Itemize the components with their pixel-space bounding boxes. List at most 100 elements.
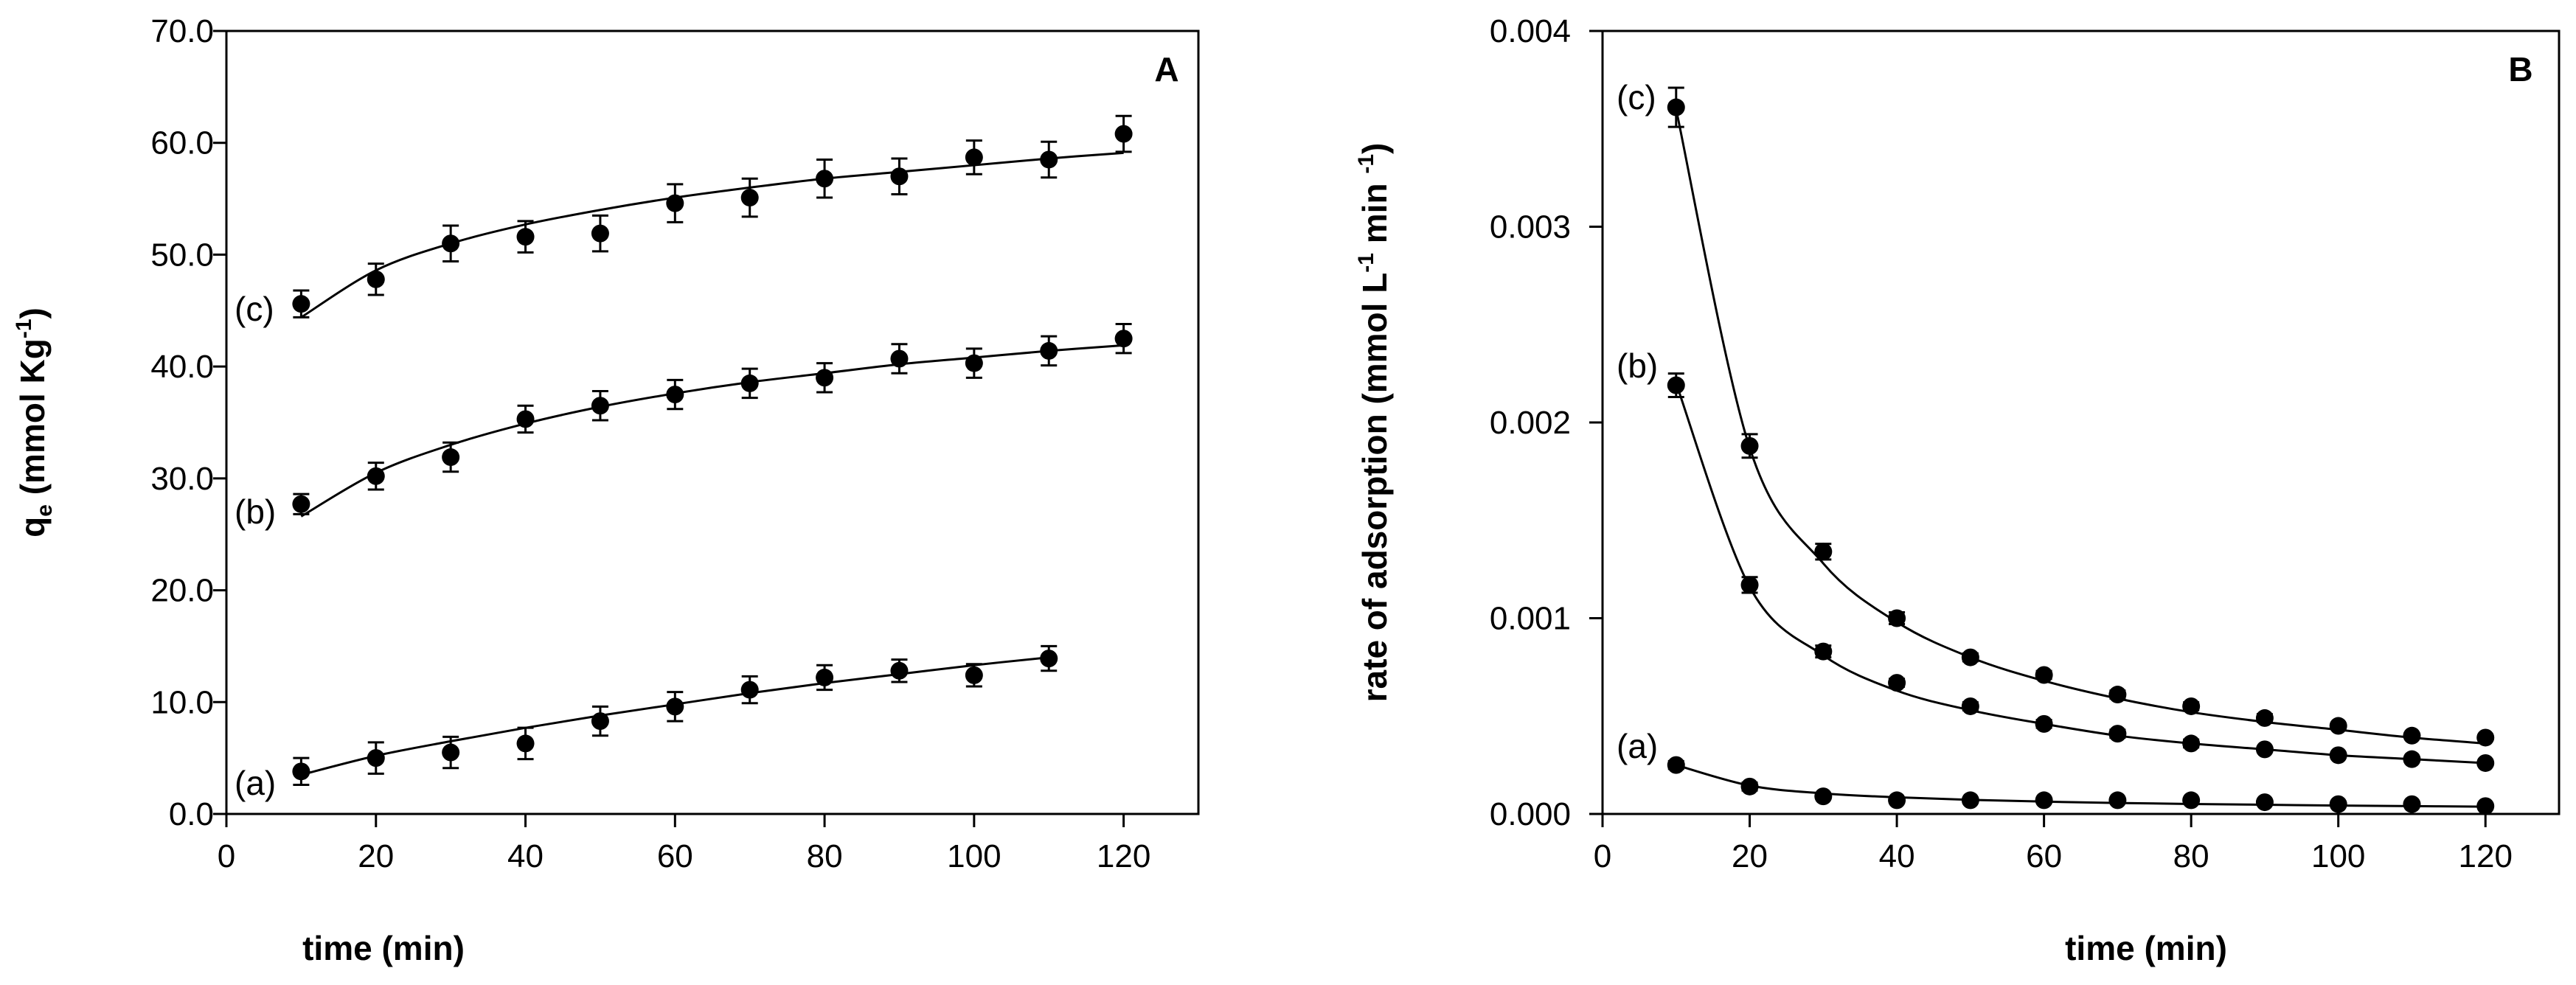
panel-a-x-tick-label: 20 <box>358 838 394 874</box>
panel-b-data-point-c <box>1740 436 1759 455</box>
panel-b-y-axis-title: rate of adsorption (mmol L-1 min -1) <box>1354 143 1394 703</box>
panel-b-y-tick-label: 0.001 <box>1490 601 1571 637</box>
panel-b-x-tick-label: 80 <box>2173 838 2209 874</box>
panel-a-y-tick-label: 40.0 <box>150 349 214 385</box>
panel-b-data-point-a <box>1814 787 1833 806</box>
panel-b-data-point-c <box>2255 709 2274 727</box>
panel-a-y-tick-label: 0.0 <box>169 796 214 832</box>
panel-a-data-point-c <box>890 167 909 186</box>
panel-b-data-point-b <box>2329 746 2347 765</box>
panel-b-data-point-b <box>1667 376 1685 394</box>
panel-b-data-point-c <box>2329 717 2347 735</box>
panel-b-series-label-c: (c) <box>1617 78 1656 116</box>
panel-a-panel-letter: A <box>1154 50 1178 88</box>
panel-b-series-c <box>1667 86 2495 747</box>
panel-b-data-point-a <box>1888 791 1906 810</box>
panel-a-x-tick-label: 80 <box>807 838 843 874</box>
panel-a-data-point-b <box>292 495 310 513</box>
panel-b-data-point-a <box>1667 756 1685 774</box>
panel-a-data-point-b <box>442 448 460 467</box>
panel-b-y-title-sup1: -1 <box>1354 253 1378 273</box>
panel-a-y-title-close: ) <box>13 307 52 319</box>
panel-a-y-title-sup: -1 <box>12 319 36 338</box>
panel-a-data-point-b <box>1040 341 1058 360</box>
panel-a-x-tick-label: 100 <box>947 838 1001 874</box>
panel-b-fit-curve-b <box>1675 383 2486 765</box>
panel-a-data-point-b <box>367 467 385 485</box>
panel-b-data-point-c <box>1814 543 1833 561</box>
panel-a-y-title-main: q <box>13 517 52 537</box>
panel-b-fit-curve-a <box>1676 764 2486 808</box>
panel-b-y-title-sup2: -1 <box>1354 154 1378 174</box>
panel-a-data-point-b <box>816 369 834 387</box>
panel-a-x-tick-label: 60 <box>657 838 693 874</box>
panel-b-data-point-a <box>2255 793 2274 812</box>
panel-b-series-a <box>1667 756 2495 815</box>
panel-b-data-point-a <box>2182 791 2201 810</box>
panel-a-series-label-b: (b) <box>235 492 276 531</box>
panel-a-data-point-b <box>591 397 609 415</box>
panel-b-data-point-b <box>1961 697 1979 715</box>
panel-b-x-tick-label: 60 <box>2026 838 2062 874</box>
panel-b-y-tick-label: 0.002 <box>1490 405 1571 441</box>
panel-b-series-label-a: (a) <box>1617 727 1658 765</box>
panel-a-x-tick-label: 120 <box>1097 838 1150 874</box>
panel-b-data-point-b <box>2182 734 2201 753</box>
panel-b-y-tick-label: 0.003 <box>1490 209 1571 246</box>
panel-a-data-point-a <box>516 734 535 753</box>
panel-a-data-point-c <box>591 224 609 243</box>
panel-a-data-point-b <box>740 374 759 392</box>
panel-b-series-label-b: (b) <box>1617 347 1658 385</box>
panel-a-data-point-a <box>890 661 909 680</box>
panel-a-data-point-a <box>965 666 983 684</box>
panel-b-x-axis-title: time (min) <box>2065 929 2227 967</box>
panel-b-x-tick-label: 40 <box>1879 838 1915 874</box>
panel-a-series-label-c: (c) <box>235 290 274 328</box>
panel-a-fit-curve-b <box>300 344 1124 518</box>
panel-a-y-tick-label: 10.0 <box>150 684 214 720</box>
panel-b-y-title-mid: min <box>1355 174 1394 253</box>
panel-b-data-point-b <box>1888 674 1906 692</box>
panel-b-data-point-b <box>2108 725 2127 743</box>
panel-b-data-point-c <box>1888 609 1906 627</box>
panel-a-data-point-a <box>367 749 385 768</box>
panel-a-data-point-a <box>666 697 684 716</box>
panel-a-x-axis-title: time (min) <box>302 929 465 967</box>
panel-a-data-point-b <box>1114 330 1133 348</box>
panel-b-x-tick-label: 100 <box>2311 838 2365 874</box>
panel-b-data-point-a <box>1961 791 1979 810</box>
panel-a-data-point-a <box>740 681 759 699</box>
panel-a-data-point-c <box>442 234 460 253</box>
panel-b-data-point-b <box>2035 714 2053 733</box>
panel-b-data-point-c <box>2108 686 2127 704</box>
panel-a-y-axis-title: qe (mmol Kg-1) <box>12 307 57 537</box>
panel-a-data-point-b <box>516 410 535 428</box>
panel-a-data-point-c <box>292 295 310 313</box>
panel-b-data-point-a <box>2108 791 2127 810</box>
panel-b-series-b <box>1667 372 2495 772</box>
panel-a-data-point-c <box>1114 125 1133 143</box>
panel-b-y-title-close: ) <box>1355 143 1394 154</box>
panel-a-data-point-c <box>816 170 834 188</box>
panel-a-plot-frame <box>225 29 1200 815</box>
panel-a-data-point-c <box>740 189 759 207</box>
panel-b-data-point-a <box>2476 797 2495 815</box>
panel-a-data-point-a <box>442 743 460 762</box>
panel-b-data-point-c <box>1667 98 1685 116</box>
panel-b-fit-curve-c <box>1675 108 2486 745</box>
panel-a-y-title-sub: e <box>32 504 57 517</box>
panel-a-data-point-b <box>965 354 983 372</box>
panel-b-data-point-b <box>1740 576 1759 594</box>
panel-a-data-point-b <box>666 386 684 404</box>
panel-b-data-point-c <box>2476 728 2495 747</box>
panel-a-data-point-c <box>666 194 684 212</box>
panel-a-data-point-a <box>292 762 310 781</box>
panel-b-x-tick-label: 20 <box>1732 838 1768 874</box>
panel-a-data-point-a <box>1040 650 1058 668</box>
panel-b-y-tick-label: 0.000 <box>1490 796 1571 832</box>
panel-b-data-point-b <box>2255 740 2274 759</box>
panel-a-y-tick-label: 50.0 <box>150 237 214 273</box>
panel-b-data-point-c <box>2182 697 2201 715</box>
panel-a-data-point-b <box>890 349 909 368</box>
